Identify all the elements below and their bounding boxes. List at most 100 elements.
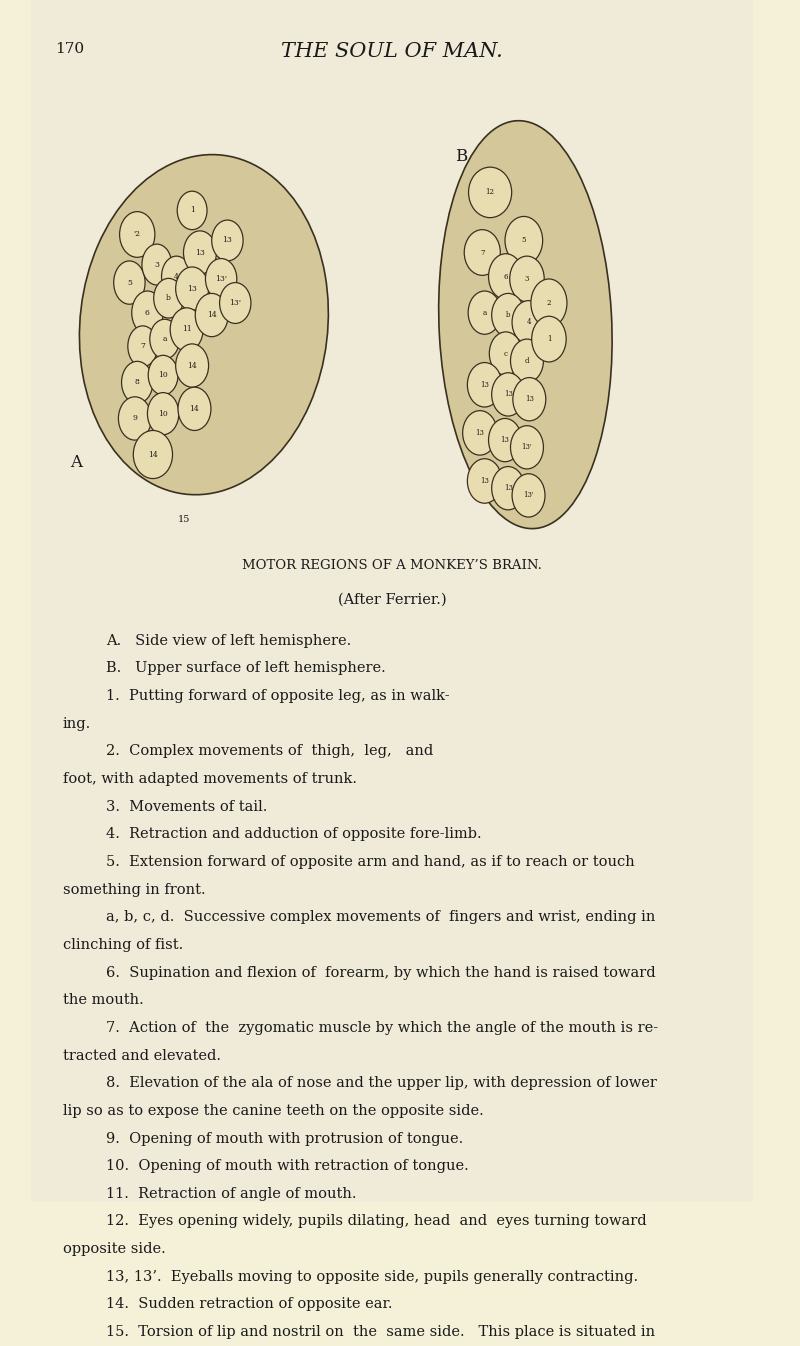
- Text: 3.  Movements of tail.: 3. Movements of tail.: [106, 800, 267, 813]
- Ellipse shape: [490, 332, 522, 376]
- Text: 14: 14: [148, 451, 158, 459]
- Text: lip so as to expose the canine teeth on the opposite side.: lip so as to expose the canine teeth on …: [62, 1104, 483, 1117]
- Ellipse shape: [438, 121, 612, 529]
- Text: 13: 13: [475, 429, 484, 437]
- Ellipse shape: [532, 316, 566, 362]
- Text: 3: 3: [525, 275, 529, 283]
- Ellipse shape: [467, 459, 502, 503]
- Ellipse shape: [147, 393, 178, 435]
- Ellipse shape: [219, 283, 251, 323]
- Text: 13: 13: [525, 396, 534, 404]
- Ellipse shape: [79, 155, 328, 495]
- Text: 13': 13': [523, 491, 534, 499]
- Ellipse shape: [212, 219, 243, 261]
- Ellipse shape: [162, 256, 191, 297]
- Text: 8.  Elevation of the ala of nose and the upper lip, with depression of lower: 8. Elevation of the ala of nose and the …: [106, 1077, 657, 1090]
- Text: 10.  Opening of mouth with retraction of tongue.: 10. Opening of mouth with retraction of …: [106, 1159, 469, 1174]
- Ellipse shape: [176, 343, 209, 388]
- Ellipse shape: [178, 191, 207, 230]
- Text: 2: 2: [546, 299, 551, 307]
- Text: 13: 13: [480, 381, 489, 389]
- Ellipse shape: [183, 232, 217, 275]
- Text: 10: 10: [158, 409, 168, 417]
- Ellipse shape: [512, 300, 545, 343]
- Text: 13: 13: [195, 249, 205, 257]
- Ellipse shape: [462, 411, 497, 455]
- Text: 170: 170: [55, 42, 84, 57]
- Ellipse shape: [492, 373, 525, 416]
- Ellipse shape: [114, 261, 145, 304]
- Text: B: B: [455, 148, 467, 164]
- Ellipse shape: [178, 388, 211, 431]
- Text: a: a: [482, 308, 486, 316]
- Text: A.   Side view of left hemisphere.: A. Side view of left hemisphere.: [106, 634, 351, 647]
- Text: 1: 1: [546, 335, 551, 343]
- Text: 13': 13': [215, 275, 227, 283]
- Text: 1.  Putting forward of opposite leg, as in walk-: 1. Putting forward of opposite leg, as i…: [106, 689, 450, 703]
- Text: 13: 13: [480, 476, 489, 485]
- Ellipse shape: [489, 419, 522, 462]
- Text: 9: 9: [133, 415, 138, 423]
- Text: 9.  Opening of mouth with protrusion of tongue.: 9. Opening of mouth with protrusion of t…: [106, 1132, 463, 1145]
- Ellipse shape: [134, 431, 173, 479]
- Text: 5: 5: [522, 237, 526, 245]
- Ellipse shape: [176, 267, 209, 310]
- Text: a, b, c, d.  Successive complex movements of  fingers and wrist, ending in: a, b, c, d. Successive complex movements…: [106, 910, 655, 925]
- Text: MOTOR REGIONS OF A MONKEY’S BRAIN.: MOTOR REGIONS OF A MONKEY’S BRAIN.: [242, 559, 542, 572]
- Ellipse shape: [513, 378, 546, 421]
- Text: 8: 8: [134, 378, 140, 386]
- Ellipse shape: [512, 474, 545, 517]
- Text: 13: 13: [504, 390, 513, 398]
- Ellipse shape: [195, 293, 228, 336]
- Ellipse shape: [142, 244, 172, 285]
- Text: 12.  Eyes opening widely, pupils dilating, head  and  eyes turning toward: 12. Eyes opening widely, pupils dilating…: [106, 1214, 646, 1229]
- Text: 5: 5: [127, 279, 132, 287]
- Text: c: c: [504, 350, 508, 358]
- Text: 13: 13: [504, 485, 513, 493]
- Ellipse shape: [468, 291, 501, 334]
- Text: 4: 4: [526, 318, 530, 326]
- Text: 12: 12: [486, 188, 494, 197]
- Text: THE SOUL OF MAN.: THE SOUL OF MAN.: [282, 42, 503, 61]
- Text: b: b: [166, 295, 171, 303]
- Ellipse shape: [469, 167, 512, 218]
- Ellipse shape: [154, 279, 183, 318]
- Ellipse shape: [492, 467, 525, 510]
- Ellipse shape: [510, 339, 543, 382]
- Ellipse shape: [531, 279, 567, 327]
- Text: 14: 14: [190, 405, 199, 413]
- Bar: [47, 78, 737, 546]
- Text: 7.  Action of  the  zygomatic muscle by which the angle of the mouth is re-: 7. Action of the zygomatic muscle by whi…: [106, 1020, 658, 1035]
- Text: 15.  Torsion of lip and nostril on  the  same side.   This place is situated in: 15. Torsion of lip and nostril on the sa…: [106, 1324, 655, 1339]
- Text: d: d: [525, 357, 530, 365]
- Ellipse shape: [148, 355, 178, 394]
- Text: 5.  Extension forward of opposite arm and hand, as if to reach or touch: 5. Extension forward of opposite arm and…: [106, 855, 634, 870]
- Text: 13': 13': [230, 299, 242, 307]
- Ellipse shape: [492, 293, 525, 336]
- Ellipse shape: [170, 308, 203, 351]
- Ellipse shape: [119, 211, 155, 257]
- Text: 14.  Sudden retraction of opposite ear.: 14. Sudden retraction of opposite ear.: [106, 1298, 392, 1311]
- Text: the mouth.: the mouth.: [62, 993, 143, 1007]
- Text: b: b: [506, 311, 510, 319]
- Text: opposite side.: opposite side.: [62, 1242, 166, 1256]
- Ellipse shape: [505, 217, 542, 265]
- Text: 13, 13’.  Eyeballs moving to opposite side, pupils generally contracting.: 13, 13’. Eyeballs moving to opposite sid…: [106, 1269, 638, 1284]
- Text: a: a: [162, 335, 167, 343]
- Text: 13': 13': [522, 443, 532, 451]
- Ellipse shape: [489, 253, 523, 299]
- Text: 6.  Supination and flexion of  forearm, by which the hand is raised toward: 6. Supination and flexion of forearm, by…: [106, 965, 655, 980]
- Text: 13: 13: [187, 284, 197, 292]
- Text: 7: 7: [480, 249, 485, 257]
- Text: 7: 7: [140, 342, 145, 350]
- Ellipse shape: [150, 319, 179, 359]
- Ellipse shape: [510, 425, 543, 468]
- Text: clinching of fist.: clinching of fist.: [62, 938, 183, 952]
- Text: 11.  Retraction of angle of mouth.: 11. Retraction of angle of mouth.: [106, 1187, 356, 1201]
- Text: 4.  Retraction and adduction of opposite fore-limb.: 4. Retraction and adduction of opposite …: [106, 828, 482, 841]
- Ellipse shape: [206, 258, 237, 299]
- Text: 1: 1: [190, 206, 194, 214]
- Text: 2.  Complex movements of  thigh,  leg,   and: 2. Complex movements of thigh, leg, and: [106, 744, 433, 758]
- Ellipse shape: [128, 326, 158, 366]
- Text: 13: 13: [501, 436, 510, 444]
